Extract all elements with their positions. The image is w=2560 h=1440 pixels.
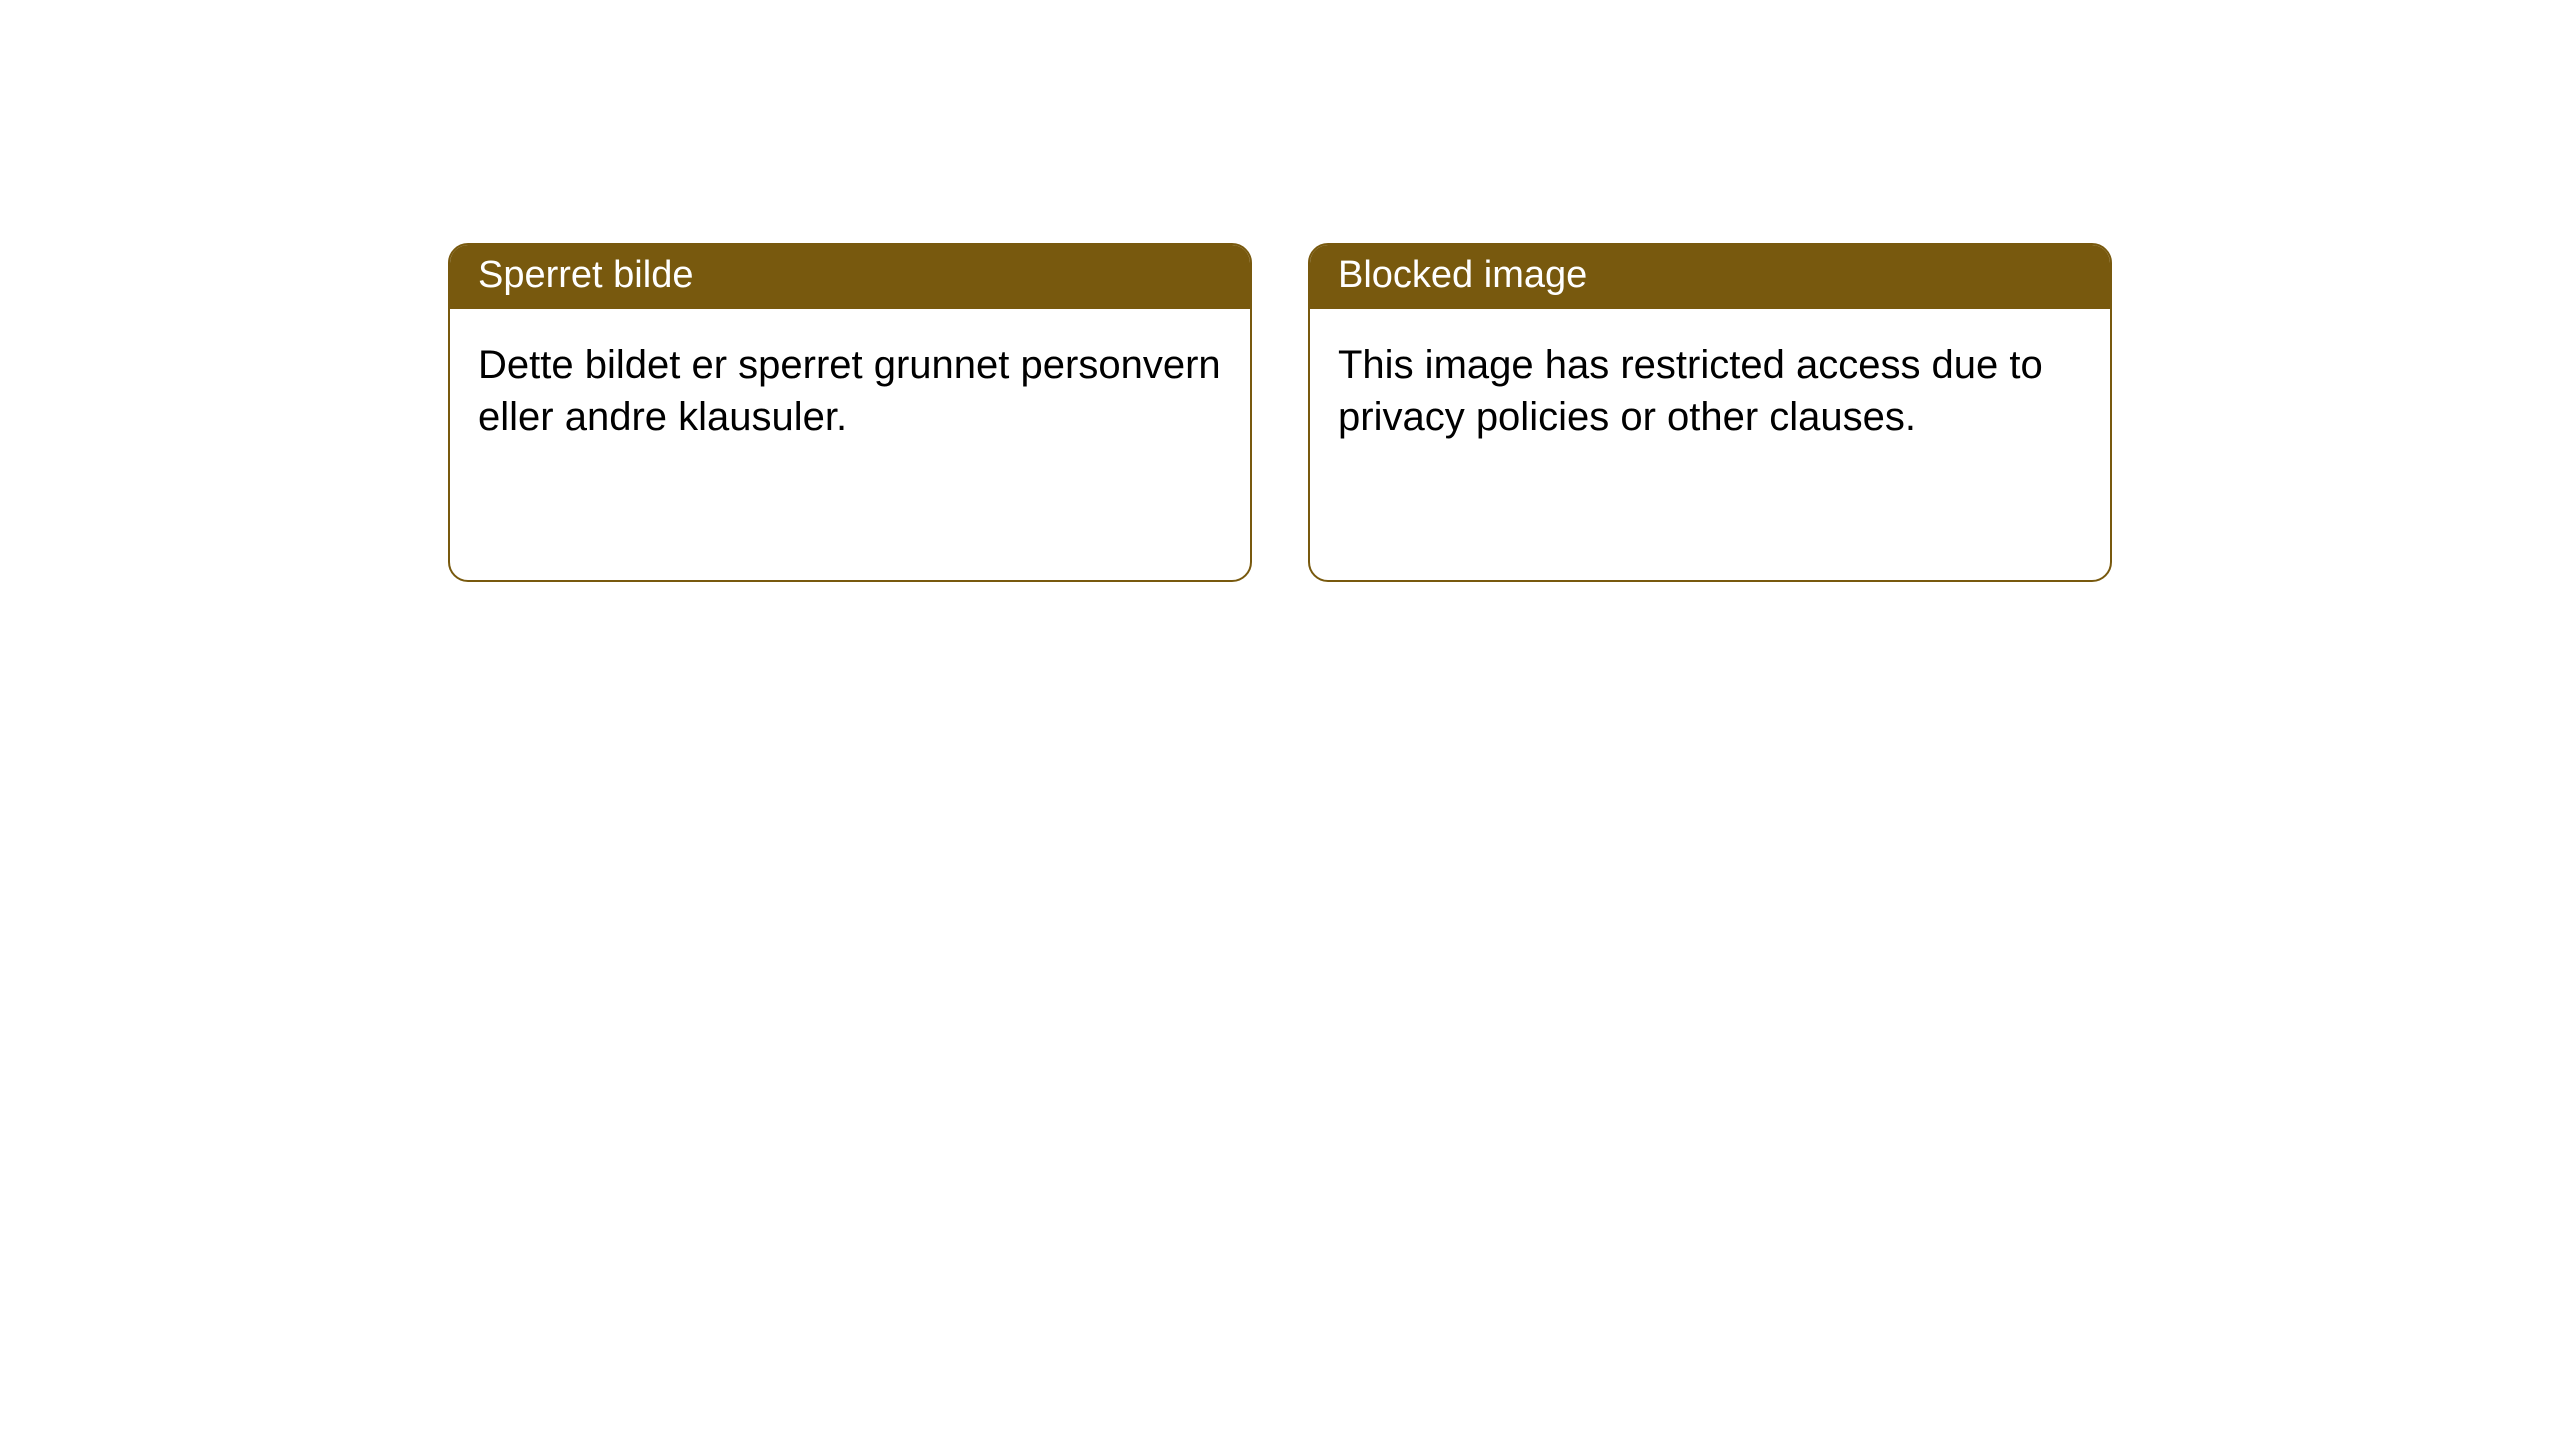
card-header: Blocked image — [1310, 245, 2110, 309]
card-body-text: This image has restricted access due to … — [1338, 343, 2043, 440]
notice-container: Sperret bilde Dette bildet er sperret gr… — [0, 0, 2560, 582]
card-body-text: Dette bildet er sperret grunnet personve… — [478, 343, 1221, 440]
card-body: Dette bildet er sperret grunnet personve… — [450, 309, 1250, 475]
card-title: Blocked image — [1338, 254, 1587, 296]
notice-card-norwegian: Sperret bilde Dette bildet er sperret gr… — [448, 243, 1252, 582]
card-header: Sperret bilde — [450, 245, 1250, 309]
card-body: This image has restricted access due to … — [1310, 309, 2110, 475]
notice-card-english: Blocked image This image has restricted … — [1308, 243, 2112, 582]
card-title: Sperret bilde — [478, 254, 693, 296]
